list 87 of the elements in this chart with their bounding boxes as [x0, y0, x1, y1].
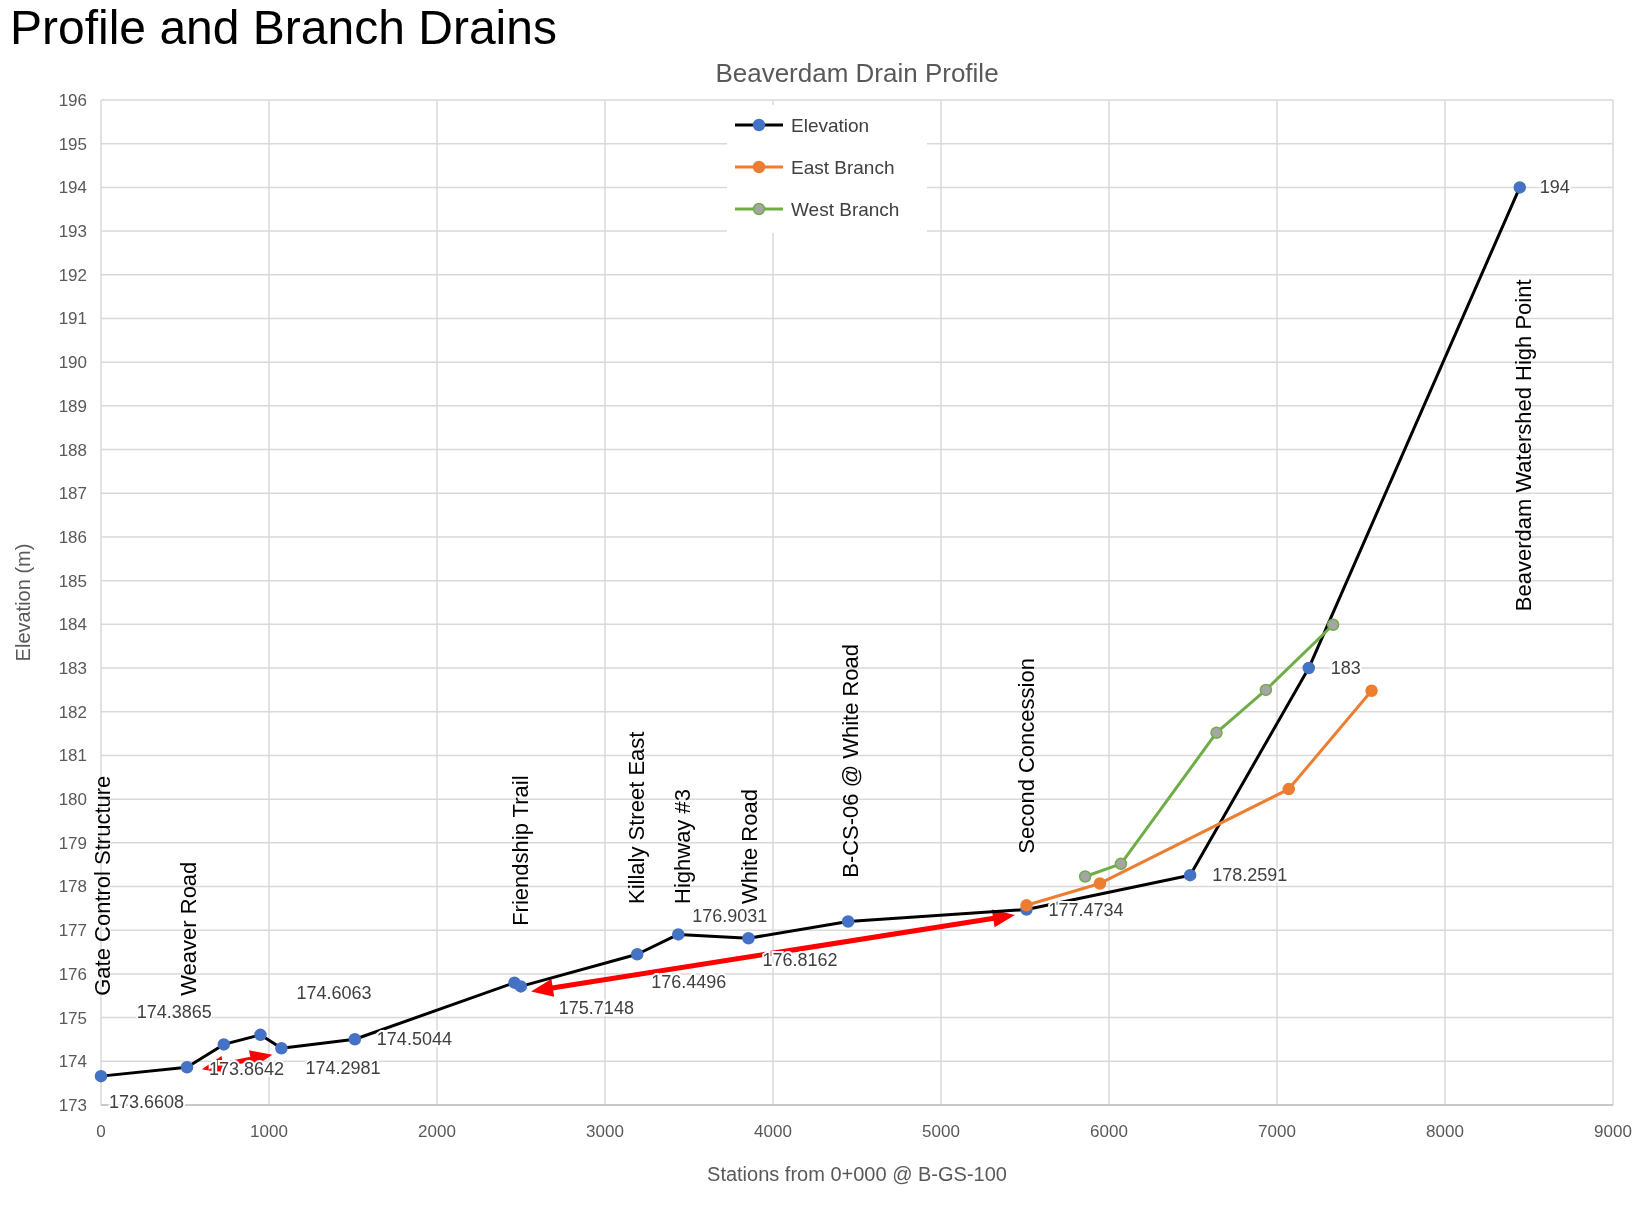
- point: [631, 948, 644, 961]
- point: [1326, 618, 1340, 632]
- annotation: Highway #3: [669, 789, 695, 904]
- data-label: 173.8642: [209, 1059, 285, 1080]
- y-tick-label: 183: [58, 658, 87, 678]
- data-label: 176.8162: [762, 950, 838, 971]
- chart-title: Profile and Branch Drains: [10, 1, 557, 54]
- y-tick-label: 180: [58, 790, 87, 810]
- y-tick-label: 194: [58, 178, 87, 198]
- data-label: 178.2591: [1212, 865, 1288, 886]
- point: [1282, 782, 1296, 796]
- point: [1078, 870, 1092, 883]
- y-tick-label: 189: [58, 396, 87, 416]
- x-tick-label: 2000: [418, 1122, 456, 1141]
- annotation: Weaver Road: [176, 861, 202, 996]
- point: [180, 1060, 194, 1074]
- y-tick-label: 186: [58, 527, 87, 547]
- annotation: Second Concession: [1014, 658, 1039, 854]
- annotation: B-CS-06 @ White Road: [837, 643, 863, 878]
- y-tick-label: 182: [58, 702, 87, 722]
- point: [841, 915, 855, 928]
- point: [1302, 661, 1315, 675]
- legend-label: West Branch: [791, 198, 900, 220]
- point: [672, 928, 685, 941]
- y-tick-label: 195: [58, 134, 87, 154]
- point: [94, 1069, 108, 1083]
- y-tick-label: 179: [58, 833, 87, 853]
- data-label: 176.4496: [651, 972, 727, 993]
- y-tick-label: 181: [58, 746, 87, 766]
- x-tick-label: 9000: [1594, 1122, 1632, 1141]
- chart-subtitle: Beaverdam Drain Profile: [715, 58, 999, 88]
- point: [1020, 899, 1033, 912]
- point: [1183, 868, 1197, 882]
- x-tick-label: 3000: [586, 1122, 624, 1141]
- y-tick-label: 177: [58, 921, 87, 941]
- y-tick-label: 187: [58, 484, 87, 504]
- y-tick-label: 176: [58, 964, 87, 984]
- y-tick-label: 196: [58, 90, 87, 110]
- annotation: Beaverdam Watershed High Point: [1511, 279, 1537, 612]
- point: [1093, 877, 1107, 890]
- y-tick-label: 175: [58, 1008, 87, 1028]
- y-tick-label: 191: [58, 309, 87, 329]
- point: [1114, 857, 1128, 871]
- point: [1513, 181, 1527, 194]
- data-label: 183: [1330, 658, 1361, 679]
- x-tick-label: 4000: [754, 1122, 792, 1141]
- data-label: 177.4734: [1048, 899, 1124, 920]
- y-tick-label: 190: [58, 353, 87, 373]
- legend-label: East Branch: [791, 156, 895, 178]
- y-tick-label: 174: [58, 1052, 87, 1072]
- x-axis-title: Stations from 0+000 @ B-GS-100: [707, 1163, 1007, 1185]
- annotation: Gate Control Structure: [90, 775, 115, 996]
- x-tick-label: 6000: [1090, 1122, 1128, 1141]
- point: [217, 1038, 231, 1051]
- data-label: 174.2981: [305, 1058, 381, 1079]
- y-tick-label: 192: [58, 265, 87, 285]
- x-tick-label: 7000: [1258, 1122, 1296, 1141]
- point: [275, 1042, 288, 1055]
- y-axis-title: Elevation (m): [12, 543, 34, 662]
- point: [742, 932, 755, 945]
- point: [514, 980, 528, 993]
- point: [1365, 684, 1378, 698]
- data-label: 174.5044: [376, 1029, 452, 1050]
- data-label: 194: [1539, 177, 1570, 198]
- x-tick-label: 0: [96, 1122, 106, 1141]
- y-tick-label: 178: [58, 877, 87, 897]
- data-label: 174.3865: [136, 1002, 212, 1023]
- y-tick-label: 173: [58, 1095, 87, 1115]
- point: [348, 1033, 362, 1046]
- y-tick-label: 188: [58, 440, 87, 460]
- y-tick-label: 193: [58, 222, 87, 242]
- annotation: Friendship Trail: [508, 775, 534, 926]
- y-tick-label: 184: [58, 615, 87, 635]
- legend-label: Elevation: [791, 114, 870, 136]
- data-label: 176.9031: [692, 906, 768, 927]
- x-tick-label: 8000: [1426, 1122, 1464, 1141]
- x-tick-label: 1000: [250, 1122, 288, 1141]
- data-label: 175.7148: [558, 998, 634, 1019]
- point: [254, 1028, 267, 1042]
- annotation: Killaly Street East: [624, 731, 650, 904]
- point: [1210, 726, 1223, 739]
- point: [1259, 683, 1273, 697]
- data-label: 174.6063: [296, 982, 372, 1003]
- y-tick-label: 185: [58, 571, 87, 591]
- annotation: White Road: [736, 789, 762, 904]
- data-label: 173.6608: [109, 1092, 185, 1113]
- x-tick-label: 5000: [922, 1122, 960, 1141]
